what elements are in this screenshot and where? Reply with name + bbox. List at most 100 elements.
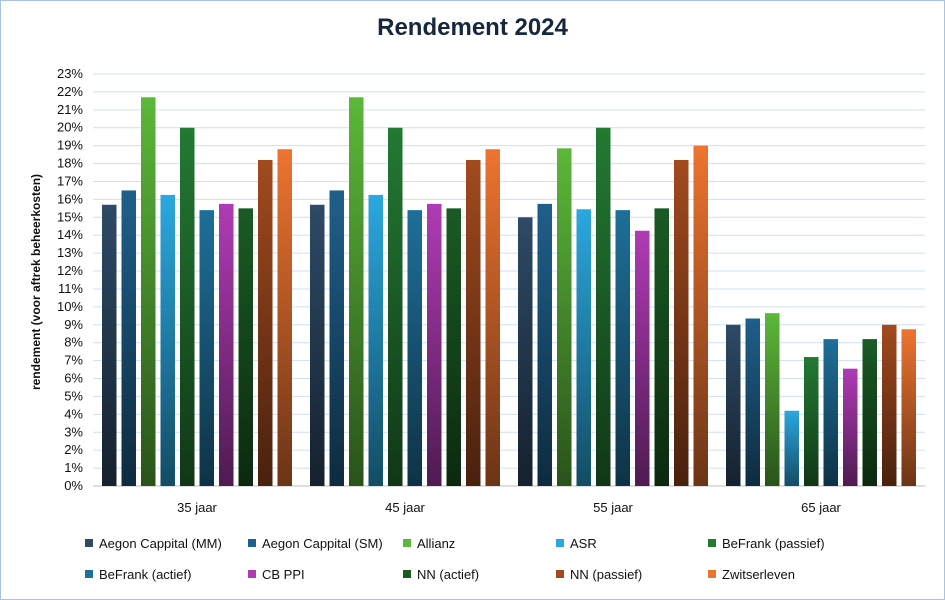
chart-title: Rendement 2024 — [377, 14, 568, 41]
y-tick-label: 6% — [64, 371, 83, 386]
y-tick-label: 12% — [57, 263, 83, 278]
bar — [726, 324, 741, 486]
bar — [674, 159, 689, 486]
bar — [518, 217, 533, 486]
bar — [596, 127, 611, 486]
bar — [784, 410, 799, 486]
y-tick-label: 10% — [57, 299, 83, 314]
bar — [238, 208, 253, 486]
legend-swatch — [403, 570, 411, 578]
legend-item: Aegon Cappital (MM) — [85, 536, 222, 551]
bar — [485, 149, 500, 486]
legend-item: BeFrank (passief) — [708, 536, 825, 551]
legend-swatch — [248, 570, 256, 578]
legend-label: Aegon Cappital (MM) — [99, 536, 222, 551]
bar — [745, 318, 760, 486]
y-tick-label: 14% — [57, 227, 83, 242]
y-tick-label: 16% — [57, 191, 83, 206]
legend-label: NN (actief) — [417, 567, 480, 582]
legend-label: CB PPI — [262, 567, 305, 582]
legend-item: Zwitserleven — [708, 567, 795, 582]
bar — [466, 159, 481, 486]
legend-swatch — [708, 570, 716, 578]
bar — [199, 210, 214, 486]
bar — [427, 203, 442, 486]
x-tick-label: 55 jaar — [593, 500, 633, 515]
legend-label: Aegon Cappital (SM) — [262, 536, 383, 551]
bar — [765, 313, 780, 486]
bar — [102, 204, 117, 487]
x-tick-label: 65 jaar — [801, 500, 841, 515]
y-tick-label: 8% — [64, 335, 83, 350]
legend-item: Aegon Cappital (SM) — [248, 536, 383, 551]
bar — [388, 127, 403, 486]
legend-swatch — [556, 539, 564, 547]
bar — [121, 190, 136, 486]
x-tick-label: 35 jaar — [177, 500, 217, 515]
legend-swatch — [403, 539, 411, 547]
y-tick-label: 4% — [64, 406, 83, 421]
y-tick-label: 18% — [57, 156, 83, 171]
bar — [882, 324, 897, 486]
y-tick-label: 2% — [64, 442, 83, 457]
bar — [349, 97, 364, 486]
y-tick-label: 20% — [57, 120, 83, 135]
legend-swatch — [85, 539, 93, 547]
bar — [635, 230, 650, 486]
legend-label: ASR — [570, 536, 597, 551]
bar — [537, 203, 552, 486]
legend-item: Allianz — [403, 536, 455, 551]
legend-swatch — [556, 570, 564, 578]
legend-item: NN (passief) — [556, 567, 642, 582]
bar — [615, 210, 630, 486]
x-tick-label: 45 jaar — [385, 500, 425, 515]
y-tick-label: 9% — [64, 317, 83, 332]
legend-label: Zwitserleven — [722, 567, 795, 582]
bar — [862, 339, 877, 486]
bar — [693, 145, 708, 487]
legend-label: Allianz — [417, 536, 456, 551]
y-tick-label: 15% — [57, 209, 83, 224]
legend-label: BeFrank (passief) — [722, 536, 825, 551]
legend-item: ASR — [556, 536, 597, 551]
y-tick-label: 19% — [57, 138, 83, 153]
y-tick-label: 11% — [58, 281, 83, 296]
bar — [557, 148, 572, 487]
y-tick-label: 3% — [64, 424, 83, 439]
bar — [901, 329, 916, 486]
y-tick-label: 13% — [57, 245, 83, 260]
bar — [804, 357, 819, 486]
bar — [310, 204, 325, 487]
y-tick-label: 21% — [57, 102, 83, 117]
legend-item: CB PPI — [248, 567, 305, 582]
bar — [843, 368, 858, 486]
bar — [160, 194, 175, 487]
y-tick-label: 7% — [64, 353, 83, 368]
y-tick-label: 0% — [64, 478, 83, 493]
bar — [180, 127, 195, 486]
legend-swatch — [708, 539, 716, 547]
bar — [407, 210, 422, 486]
bar — [141, 97, 156, 486]
legend-swatch — [85, 570, 93, 578]
y-tick-label: 22% — [57, 84, 83, 99]
bar — [219, 203, 234, 486]
bar — [823, 339, 838, 486]
legend-label: BeFrank (actief) — [99, 567, 192, 582]
y-tick-label: 1% — [64, 460, 83, 475]
bar — [368, 194, 383, 487]
bar — [654, 208, 669, 486]
y-tick-label: 17% — [57, 173, 83, 188]
y-tick-label: 5% — [64, 388, 83, 403]
bar — [277, 149, 292, 486]
legend-label: NN (passief) — [570, 567, 643, 582]
bar — [446, 208, 461, 486]
bar — [576, 209, 591, 487]
bar — [329, 190, 344, 486]
legend-item: NN (actief) — [403, 567, 479, 582]
legend-item: BeFrank (actief) — [85, 567, 191, 582]
legend-swatch — [248, 539, 256, 547]
bar — [258, 159, 273, 486]
y-tick-label: 23% — [57, 66, 83, 81]
